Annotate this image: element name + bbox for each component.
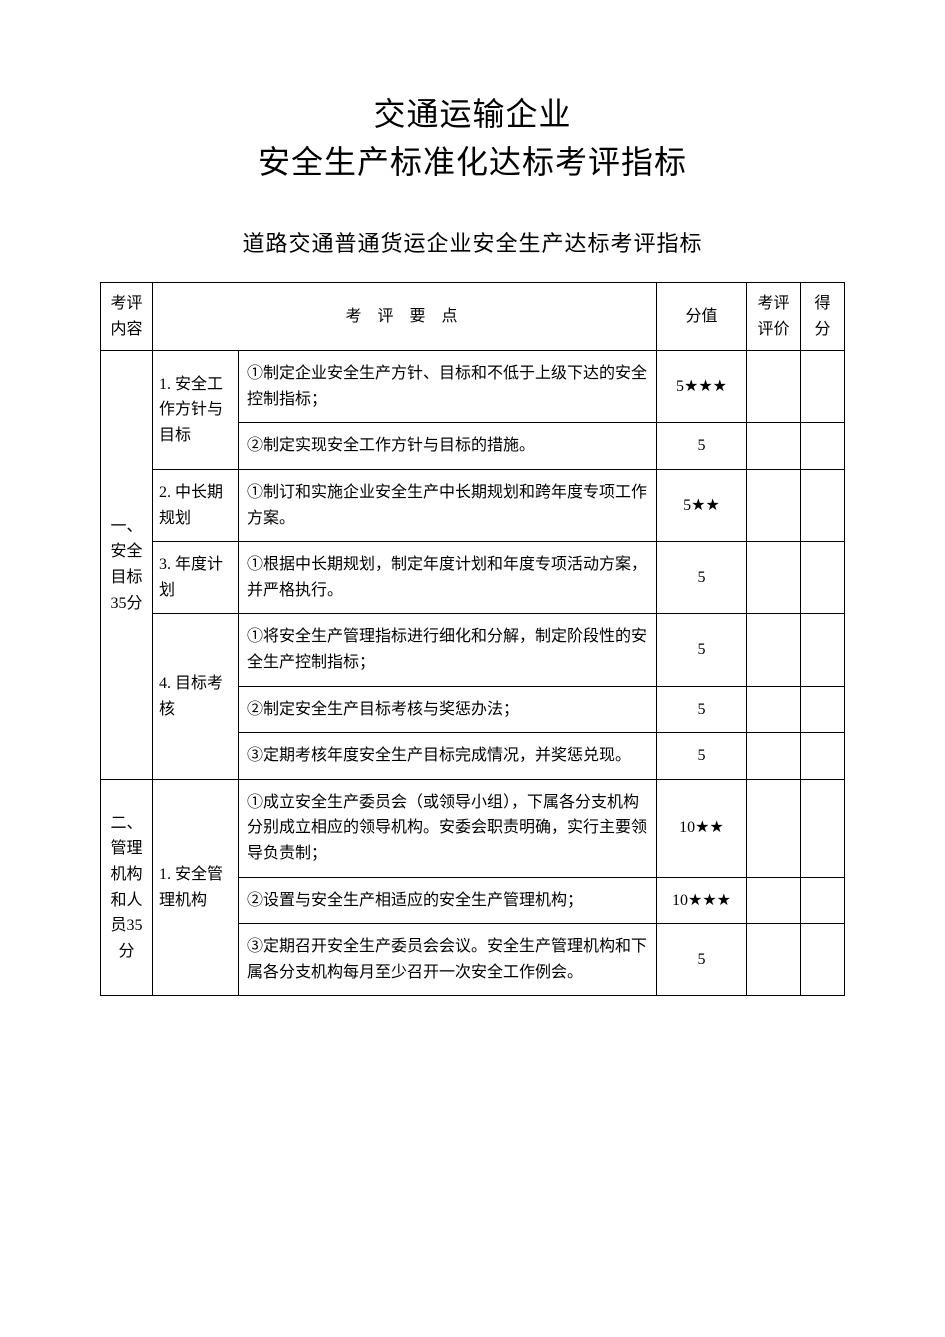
point-cell: ①成立安全生产委员会（或领导小组），下属各分支机构分别成立相应的领导机构。安委会… bbox=[239, 779, 657, 877]
sub-label: 1. 安全管理机构 bbox=[153, 779, 239, 996]
got-cell bbox=[801, 877, 845, 924]
score-cell: 5 bbox=[657, 423, 747, 470]
score-cell: 10★★ bbox=[657, 779, 747, 877]
sub-label: 3. 年度计划 bbox=[153, 542, 239, 614]
point-cell: ①根据中长期规划，制定年度计划和年度专项活动方案，并严格执行。 bbox=[239, 542, 657, 614]
eval-cell bbox=[747, 469, 801, 541]
sub-label: 4. 目标考核 bbox=[153, 614, 239, 779]
score-cell: 5★★ bbox=[657, 469, 747, 541]
got-cell bbox=[801, 614, 845, 686]
score-cell: 5 bbox=[657, 686, 747, 733]
score-cell: 5 bbox=[657, 614, 747, 686]
got-cell bbox=[801, 542, 845, 614]
header-section: 考评内容 bbox=[101, 283, 153, 351]
header-got: 得分 bbox=[801, 283, 845, 351]
score-cell: 5 bbox=[657, 542, 747, 614]
eval-cell bbox=[747, 924, 801, 996]
score-cell: 10★★★ bbox=[657, 877, 747, 924]
got-cell bbox=[801, 924, 845, 996]
eval-cell bbox=[747, 423, 801, 470]
document-title: 交通运输企业 安全生产标准化达标考评指标 bbox=[100, 90, 845, 186]
got-cell bbox=[801, 733, 845, 780]
point-cell: ②制定安全生产目标考核与奖惩办法； bbox=[239, 686, 657, 733]
section-label: 一、安全目标35分 bbox=[101, 351, 153, 780]
got-cell bbox=[801, 686, 845, 733]
eval-cell bbox=[747, 351, 801, 423]
section-label: 二、管理机构和人员35分 bbox=[101, 779, 153, 996]
sub-label: 1. 安全工作方针与目标 bbox=[153, 351, 239, 470]
point-cell: ②设置与安全生产相适应的安全生产管理机构； bbox=[239, 877, 657, 924]
header-eval: 考评评价 bbox=[747, 283, 801, 351]
got-cell bbox=[801, 779, 845, 877]
got-cell bbox=[801, 423, 845, 470]
table-row: 二、管理机构和人员35分 1. 安全管理机构 ①成立安全生产委员会（或领导小组）… bbox=[101, 779, 845, 877]
got-cell bbox=[801, 351, 845, 423]
point-cell: ①制订和实施企业安全生产中长期规划和跨年度专项工作方案。 bbox=[239, 469, 657, 541]
score-cell: 5 bbox=[657, 924, 747, 996]
score-cell: 5 bbox=[657, 733, 747, 780]
title-line-1: 交通运输企业 bbox=[100, 90, 845, 138]
point-cell: ①制定企业安全生产方针、目标和不低于上级下达的安全控制指标； bbox=[239, 351, 657, 423]
table-header-row: 考评内容 考 评 要 点 分值 考评评价 得分 bbox=[101, 283, 845, 351]
eval-cell bbox=[747, 686, 801, 733]
table-row: 4. 目标考核 ①将安全生产管理指标进行细化和分解，制定阶段性的安全生产控制指标… bbox=[101, 614, 845, 686]
document-subtitle: 道路交通普通货运企业安全生产达标考评指标 bbox=[100, 226, 845, 258]
sub-label: 2. 中长期规划 bbox=[153, 469, 239, 541]
header-points: 考 评 要 点 bbox=[153, 283, 657, 351]
score-cell: 5★★★ bbox=[657, 351, 747, 423]
eval-cell bbox=[747, 779, 801, 877]
table-row: 一、安全目标35分 1. 安全工作方针与目标 ①制定企业安全生产方针、目标和不低… bbox=[101, 351, 845, 423]
got-cell bbox=[801, 469, 845, 541]
evaluation-table: 考评内容 考 评 要 点 分值 考评评价 得分 一、安全目标35分 1. 安全工… bbox=[100, 282, 845, 996]
eval-cell bbox=[747, 542, 801, 614]
header-score: 分值 bbox=[657, 283, 747, 351]
title-line-2: 安全生产标准化达标考评指标 bbox=[100, 138, 845, 186]
table-row: 2. 中长期规划 ①制订和实施企业安全生产中长期规划和跨年度专项工作方案。 5★… bbox=[101, 469, 845, 541]
table-row: 3. 年度计划 ①根据中长期规划，制定年度计划和年度专项活动方案，并严格执行。 … bbox=[101, 542, 845, 614]
eval-cell bbox=[747, 733, 801, 780]
point-cell: ②制定实现安全工作方针与目标的措施。 bbox=[239, 423, 657, 470]
point-cell: ③定期召开安全生产委员会会议。安全生产管理机构和下属各分支机构每月至少召开一次安… bbox=[239, 924, 657, 996]
point-cell: ①将安全生产管理指标进行细化和分解，制定阶段性的安全生产控制指标； bbox=[239, 614, 657, 686]
eval-cell bbox=[747, 614, 801, 686]
point-cell: ③定期考核年度安全生产目标完成情况，并奖惩兑现。 bbox=[239, 733, 657, 780]
eval-cell bbox=[747, 877, 801, 924]
